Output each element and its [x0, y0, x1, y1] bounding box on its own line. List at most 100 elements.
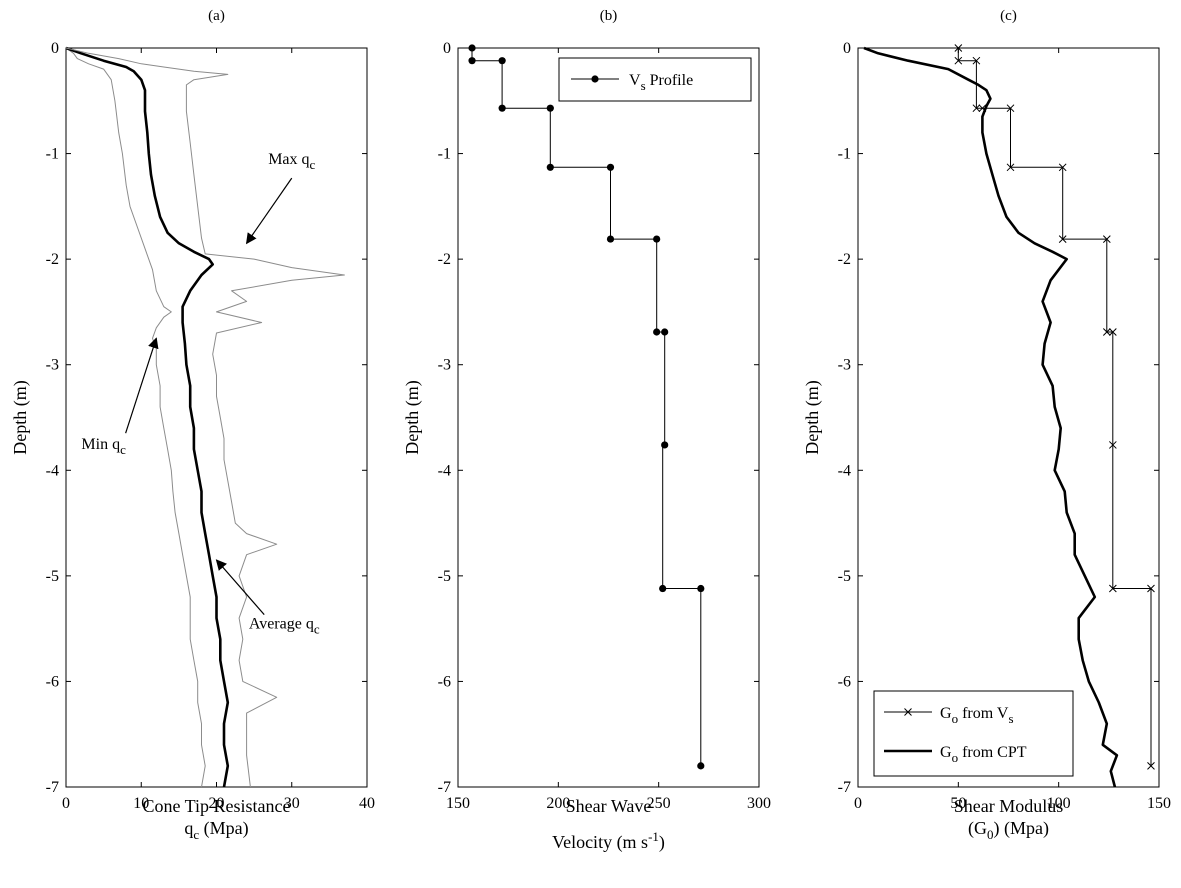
y-tick-label: 0 [843, 40, 851, 57]
data-point-x [954, 56, 963, 65]
y-tick-label: -2 [838, 251, 851, 268]
data-point-x [1108, 328, 1117, 336]
data-point-x [972, 56, 981, 65]
data-point-x [1147, 584, 1155, 593]
y-tick-label: -4 [838, 462, 851, 479]
data-point [498, 57, 506, 65]
data-point [468, 44, 476, 52]
series-line-average-q-c [65, 46, 230, 788]
y-tick-label: -6 [838, 673, 851, 690]
x-tick-label: 100 [1047, 795, 1071, 812]
x-tick-label: 0 [62, 795, 70, 812]
x-tick-label: 50 [950, 795, 966, 812]
series-line-min-q-c [65, 47, 206, 788]
x-axis-label-line2: Velocity (m s-1) [552, 829, 665, 853]
x-tick-label: 40 [359, 795, 375, 812]
chart-panel-c: (c) 0 50 100 150 0 -1 -2 -3 -4 -5 -6 -7 Depth (m) Shea… [802, 8, 1171, 842]
y-tick-label: -4 [438, 462, 451, 479]
x-axis-label-line2: (G0) (Mpa) [968, 818, 1049, 842]
y-axis-label: Depth (m) [802, 380, 823, 454]
x-axis-label-line2: qc (Mpa) [184, 818, 248, 842]
panel-label: (c) [1000, 8, 1017, 24]
data-point-x [1102, 328, 1111, 336]
y-axis-label: Depth (m) [10, 380, 31, 454]
series-line-g-o-from-cpt [863, 46, 1119, 788]
series-line-max-q-c [65, 47, 345, 788]
data-point [659, 584, 667, 593]
y-tick-label: -2 [46, 251, 59, 268]
y-tick-label: -3 [438, 357, 451, 374]
annotation-label: Min qc [81, 436, 126, 457]
panel-label: (a) [208, 8, 225, 24]
annotation-label: Max qc [268, 151, 315, 172]
x-axis-label-line1: Cone Tip Resistance [142, 796, 290, 816]
y-tick-label: -6 [438, 673, 451, 690]
plot-frame [65, 47, 368, 788]
data-point [606, 163, 615, 171]
x-tick-label: 30 [284, 795, 300, 812]
data-point [653, 328, 661, 336]
annotation-arrow [125, 337, 159, 434]
data-point-x [1102, 235, 1111, 243]
data-point-x [1108, 584, 1117, 593]
data-point [661, 441, 669, 449]
x-tick-label: 200 [546, 795, 570, 812]
series-line-v-s-profile [471, 48, 702, 766]
y-tick-label: -5 [46, 568, 59, 585]
y-tick-label: -3 [838, 357, 851, 374]
data-point [546, 104, 554, 112]
legend-label: Go from Vs [940, 705, 1014, 726]
x-axis-label-line1: Shear Modulus [954, 796, 1064, 816]
data-point [606, 235, 615, 243]
data-point-x [1058, 163, 1067, 172]
annotation-label: Average qc [249, 616, 320, 637]
y-tick-label: -2 [438, 251, 451, 268]
annotation-arrow [245, 177, 293, 245]
y-tick-label: 0 [51, 40, 59, 57]
data-point-x [1006, 104, 1015, 113]
x-axis-label-line1: Shear Wave [566, 796, 652, 816]
y-tick-label: -5 [838, 568, 851, 585]
plot-frame [857, 47, 1160, 788]
chart-panel-b: (b) 150 200 250 300 0 -1 -2 -3 -4 -5 -6 -7 Depth (m) S… [402, 8, 771, 853]
y-tick-label: -6 [46, 673, 59, 690]
x-tick-label: 0 [854, 795, 862, 812]
data-point [697, 762, 705, 770]
x-tick-label: 10 [133, 795, 149, 812]
y-tick-label: -1 [46, 146, 59, 163]
y-tick-label: 0 [443, 40, 451, 57]
data-point [661, 328, 669, 336]
legend-swatch-marker [591, 75, 599, 83]
legend-swatch-marker [904, 708, 912, 716]
legend-label: Vs Profile [629, 72, 693, 93]
x-tick-label: 300 [747, 795, 771, 812]
x-tick-label: 20 [209, 795, 225, 812]
annotation-arrow [215, 559, 265, 616]
data-point-x [972, 104, 981, 113]
y-tick-label: -7 [438, 779, 451, 796]
x-tick-label: 150 [1147, 795, 1171, 812]
data-point-x [1006, 163, 1015, 172]
y-tick-label: -3 [46, 357, 59, 374]
data-point [546, 163, 554, 171]
y-tick-label: -1 [838, 146, 851, 163]
data-point-x [954, 44, 963, 52]
y-tick-label: -5 [438, 568, 451, 585]
x-tick-label: 150 [446, 795, 470, 812]
data-point [653, 235, 661, 243]
y-tick-label: -7 [46, 779, 59, 796]
data-point-x [1058, 235, 1067, 243]
data-point [468, 57, 476, 65]
chart-panel-a: (a) 0 10 20 30 40 0 -1 -2 -3 -4 -5 -6 -7 Depth (m) Cone… [10, 8, 375, 842]
plot-frame [457, 47, 760, 788]
data-point-x [1147, 762, 1155, 770]
y-axis-label: Depth (m) [402, 380, 423, 454]
legend-label: Go from CPT [940, 744, 1027, 765]
legend-box [873, 690, 1074, 777]
y-tick-label: -7 [838, 779, 851, 796]
y-tick-label: -1 [438, 146, 451, 163]
data-point [697, 584, 705, 593]
y-tick-label: -4 [46, 462, 59, 479]
x-tick-label: 250 [647, 795, 671, 812]
